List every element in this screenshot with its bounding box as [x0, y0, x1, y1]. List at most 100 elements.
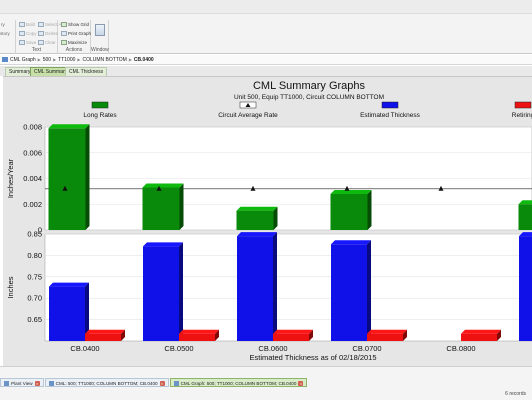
- chart-title: CML Summary Graphs: [253, 80, 366, 92]
- long-rate-bar-side: [179, 183, 184, 230]
- legend-swatch: [514, 101, 532, 109]
- breadcrumb-item[interactable]: 500: [42, 57, 52, 63]
- average-rate-marker: [62, 185, 68, 191]
- retiring-bar-top: [85, 329, 125, 334]
- select-all-icon: [38, 22, 44, 28]
- estimated-thickness-bar-top: [331, 240, 371, 245]
- retiring-bar-side: [121, 329, 125, 341]
- ribbon-item-history[interactable]: story: [0, 31, 10, 36]
- copy-icon: [19, 31, 25, 37]
- cml-summary-chart: CML Summary Graphs Unit 500, Equip TT1000…: [6, 80, 532, 362]
- copy-button[interactable]: Copy: [19, 30, 37, 38]
- long-rate-bar: [236, 210, 274, 230]
- select-all-button[interactable]: Select All: [38, 21, 64, 29]
- retiring-bar: [461, 333, 497, 341]
- window-titlebar: [0, 0, 532, 14]
- bold-button[interactable]: Bold: [19, 21, 35, 29]
- retiring-bar: [273, 333, 309, 341]
- long-rate-bar-side: [367, 189, 372, 230]
- bottom-y-tick-label: 0.70: [27, 294, 42, 303]
- print-graph-button[interactable]: Print Graph: [61, 30, 91, 38]
- long-rate-bar-side: [85, 124, 90, 230]
- estimated-thickness-bar: [237, 236, 273, 341]
- x-tick-label: CB.0400: [70, 344, 99, 353]
- bottom-y-tick-label: 0.65: [27, 315, 42, 324]
- average-rate-marker: [344, 185, 350, 191]
- retiring-bar-top: [461, 329, 501, 334]
- clear-button[interactable]: Clear: [38, 39, 56, 47]
- x-tick-label: CB.0500: [164, 344, 193, 353]
- legend-label: Estimated Thickness: [360, 112, 421, 119]
- breadcrumb-item[interactable]: CML Graph: [10, 57, 36, 63]
- average-rate-marker: [156, 185, 162, 191]
- document-tabs: Plant View × CML: 500; TT1000; COLUMN BOTT…: [0, 378, 308, 388]
- estimated-thickness-bar-side: [273, 232, 277, 341]
- ribbon-group-actions: Show Grid Print Graph Maximize Actions: [58, 20, 91, 54]
- chart-panel: CML Summary Graphs Unit 500, Equip TT1000…: [3, 76, 532, 366]
- close-icon[interactable]: ×: [34, 381, 40, 387]
- legend-swatch: [381, 101, 399, 109]
- cml-icon: [48, 381, 54, 387]
- retiring-bar-side: [215, 329, 219, 341]
- save-button[interactable]: Save: [19, 39, 36, 47]
- ribbon-group-misc: ry story: [0, 20, 16, 54]
- x-axis-label: Estimated Thickness as of 02/18/2015: [249, 353, 376, 362]
- retiring-bar-top: [179, 329, 219, 334]
- grid-icon: [61, 22, 67, 28]
- printer-icon: [61, 31, 67, 37]
- estimated-thickness-bar-top: [143, 242, 183, 247]
- window-icon[interactable]: [95, 24, 105, 36]
- ribbon-item-ry[interactable]: ry: [1, 22, 5, 27]
- chevron-right-icon: ▶: [37, 57, 41, 62]
- legend-label: Retiring: [512, 112, 532, 119]
- legend-marker: [245, 103, 251, 107]
- long-rate-bar: [330, 193, 368, 230]
- ribbon-group-label-actions: Actions: [65, 47, 83, 53]
- estimated-thickness-bar-top: [519, 232, 532, 237]
- close-icon[interactable]: ×: [159, 381, 165, 387]
- doc-tab-plant-view[interactable]: Plant View ×: [0, 378, 44, 387]
- estimated-thickness-bar-side: [85, 282, 89, 341]
- long-rate-bar-top: [48, 124, 90, 129]
- breadcrumb: CML Graph ▶ 500 ▶ TT1000 ▶ COLUMN BOTTOM ▶ CB.04…: [0, 55, 532, 65]
- ribbon-group-text: Bold Copy Save Select All Delete Clear T…: [16, 20, 64, 54]
- long-rate-bar-side: [273, 206, 278, 230]
- close-icon[interactable]: ×: [298, 381, 304, 387]
- top-y-axis-label: Inches/Year: [6, 158, 15, 198]
- bottom-y-tick-label: 0.85: [27, 230, 42, 239]
- delete-icon: [38, 31, 44, 37]
- doc-tab-cml[interactable]: CML: 500; TT1000; COLUMN BOTTOM; CB.0400…: [44, 378, 169, 387]
- tab-cml-thickness[interactable]: CML Thickness: [65, 67, 108, 76]
- average-rate-marker: [438, 185, 444, 191]
- top-y-tick-label: 0.006: [23, 148, 42, 157]
- breadcrumb-item[interactable]: TT1000: [58, 57, 76, 63]
- x-tick-label: CB.0800: [446, 344, 475, 353]
- chevron-right-icon: ▶: [128, 57, 132, 62]
- retiring-bar-side: [403, 329, 407, 341]
- bottom-y-tick-label: 0.75: [27, 272, 42, 281]
- bold-icon: [19, 22, 25, 28]
- plant-icon: [4, 381, 9, 387]
- delete-button[interactable]: Delete: [38, 30, 58, 38]
- top-y-tick-label: 0.002: [23, 200, 42, 209]
- long-rate-bar: [518, 204, 532, 230]
- estimated-thickness-bar: [143, 246, 179, 341]
- long-rate-bar-top: [236, 206, 278, 211]
- ribbon-toolbar: ry story Bold Copy Save Select All Delet…: [0, 14, 532, 54]
- estimated-thickness-bar: [331, 244, 367, 341]
- legend-swatch: [91, 101, 109, 109]
- estimated-thickness-bar: [519, 236, 532, 341]
- chevron-right-icon: ▶: [53, 57, 57, 62]
- record-count: 6 records: [505, 391, 526, 397]
- show-grid-button[interactable]: Show Grid: [61, 21, 89, 29]
- status-area: Plant View × CML: 500; TT1000; COLUMN BOTT…: [0, 366, 532, 400]
- breadcrumb-item-current: CB.0400: [133, 57, 154, 63]
- maximize-button[interactable]: Maximize: [61, 39, 87, 47]
- long-rate-bar-top: [330, 189, 372, 194]
- bottom-plot-area: [44, 233, 532, 342]
- long-rate-bar-top: [142, 183, 184, 188]
- estimated-thickness-bar-top: [49, 282, 89, 287]
- estimated-thickness-bar-side: [367, 240, 371, 341]
- doc-tab-cml-graph[interactable]: CML Graph: 500; TT1000; COLUMN BOTTOM; C…: [169, 378, 308, 387]
- breadcrumb-item[interactable]: COLUMN BOTTOM: [82, 57, 127, 63]
